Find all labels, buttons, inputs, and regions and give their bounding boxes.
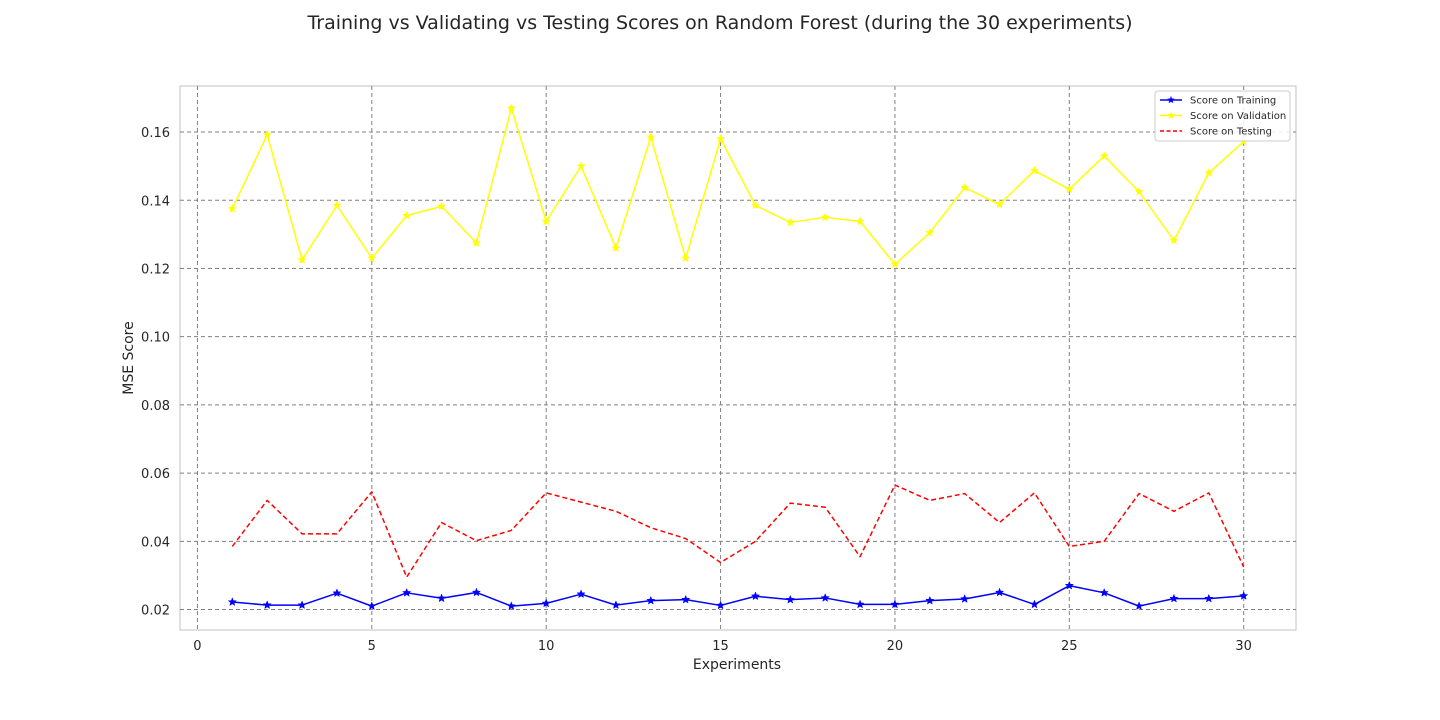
y-tick-label: 0.10	[141, 331, 170, 346]
data-point	[1134, 601, 1144, 611]
grid-layer	[180, 86, 1296, 630]
data-point	[994, 587, 1005, 597]
data-point	[785, 217, 795, 227]
data-point	[646, 132, 656, 142]
data-point	[297, 255, 307, 264]
series-line	[231, 107, 1245, 266]
legend-item: Score on Validation	[1160, 111, 1286, 122]
data-point	[715, 133, 726, 143]
data-point	[1134, 186, 1144, 196]
data-point	[646, 595, 656, 605]
data-point	[750, 591, 761, 601]
data-point	[262, 129, 272, 139]
data-point	[820, 593, 830, 602]
data-point	[576, 589, 586, 599]
data-point	[332, 588, 342, 598]
data-point	[1169, 235, 1179, 245]
legend-item: Score on Testing	[1160, 127, 1272, 138]
x-tick-label: 0	[193, 639, 201, 654]
y-tick-label: 0.14	[141, 194, 170, 209]
x-axis-label: Experiments	[693, 657, 781, 673]
data-point	[227, 597, 237, 606]
data-point	[402, 587, 412, 597]
legend-label: Score on Validation	[1190, 111, 1286, 122]
data-point	[1064, 184, 1074, 194]
data-point	[402, 210, 412, 220]
data-point	[297, 600, 307, 610]
data-point	[506, 601, 516, 611]
legend-items: Score on Training Score on Validation Scor…	[1160, 96, 1286, 138]
series-score-on-training	[227, 580, 1249, 611]
data-point	[820, 212, 830, 222]
x-tick-label: 10	[538, 639, 555, 654]
data-point	[925, 595, 935, 605]
data-point	[890, 259, 900, 269]
data-point	[541, 216, 551, 226]
data-point	[611, 243, 621, 252]
data-point	[611, 600, 621, 610]
data-point	[1029, 165, 1040, 175]
legend-label: Score on Testing	[1190, 127, 1272, 138]
data-point	[471, 237, 482, 247]
x-tick-label: 15	[712, 639, 729, 654]
data-point	[227, 203, 237, 213]
y-tick-label: 0.16	[141, 126, 170, 141]
data-point	[576, 161, 586, 171]
legend-box	[1154, 90, 1291, 142]
data-point	[960, 594, 970, 603]
data-point	[925, 227, 935, 237]
data-point	[960, 182, 970, 192]
y-tick-label: 0.02	[141, 604, 170, 619]
data-point	[1239, 590, 1249, 600]
data-point	[332, 200, 342, 210]
x-axis-ticks: 0 5 10 15 20 25 30	[193, 639, 1252, 654]
plot-frame	[179, 85, 1297, 631]
data-point	[890, 599, 900, 609]
x-tick-label: 30	[1235, 639, 1252, 654]
y-tick-label: 0.12	[141, 262, 170, 277]
x-tick-label: 25	[1061, 639, 1078, 654]
y-axis-label: MSE Score	[121, 321, 137, 394]
legend: Score on Training Score on Validation Scor…	[1154, 90, 1291, 142]
legend-marker	[1167, 111, 1175, 119]
data-point	[436, 593, 447, 603]
data-point	[367, 601, 377, 611]
data-point	[715, 600, 726, 610]
data-point	[262, 600, 272, 610]
legend-item: Score on Training	[1160, 96, 1276, 107]
data-point	[750, 200, 761, 210]
x-tick-label: 20	[887, 639, 904, 654]
legend-label: Score on Training	[1190, 96, 1276, 107]
data-point	[1064, 580, 1074, 590]
data-point	[1029, 599, 1040, 609]
data-point	[1204, 593, 1214, 603]
y-tick-label: 0.08	[141, 399, 170, 414]
data-point	[785, 594, 795, 604]
chart-title: Training vs Validating vs Testing Scores…	[306, 12, 1132, 34]
data-point	[436, 201, 447, 211]
legend-marker	[1167, 95, 1175, 104]
series-line	[231, 484, 1245, 578]
data-point	[1169, 593, 1179, 603]
data-point	[681, 253, 691, 263]
data-point	[1204, 168, 1214, 177]
data-point	[855, 599, 865, 609]
series-line	[232, 584, 1244, 607]
data-point	[855, 216, 865, 226]
plot-area	[179, 85, 1297, 631]
data-point	[994, 199, 1005, 209]
data-point	[681, 594, 691, 604]
data-point	[471, 587, 482, 597]
y-axis-ticks: 0.02 0.04 0.06 0.08 0.10 0.12 0.14 0.16	[141, 126, 170, 618]
data-point	[541, 598, 551, 608]
x-tick-label: 5	[368, 639, 376, 654]
series-score-on-testing	[231, 484, 1245, 578]
y-tick-label: 0.06	[141, 467, 170, 482]
data-point	[1099, 151, 1109, 160]
data-point	[367, 253, 377, 263]
data-point	[1099, 587, 1109, 597]
data-point	[506, 103, 516, 113]
y-tick-label: 0.04	[141, 535, 170, 550]
